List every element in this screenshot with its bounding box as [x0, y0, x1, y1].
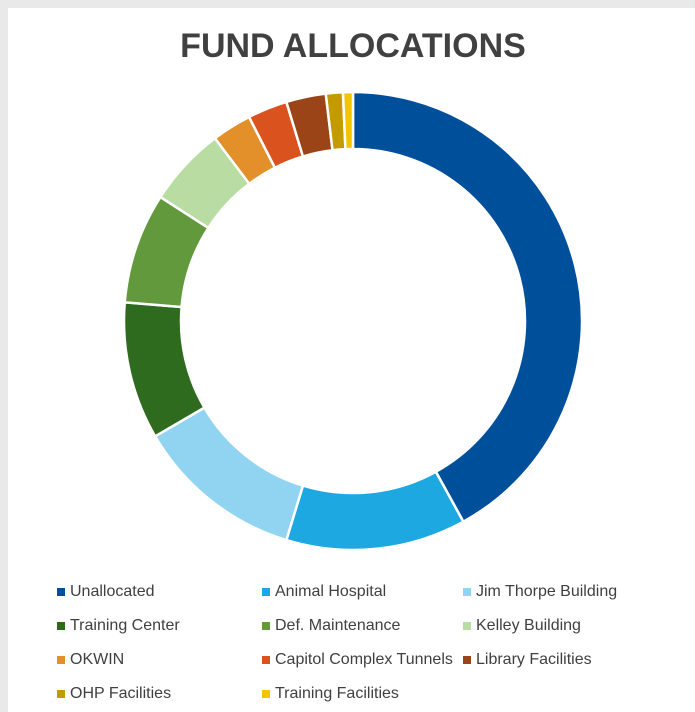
legend-label: Capitol Complex Tunnels	[275, 651, 453, 668]
legend-label: Def. Maintenance	[275, 617, 401, 634]
legend-swatch	[262, 622, 270, 630]
legend-label: Training Center	[70, 617, 180, 634]
legend-label: Jim Thorpe Building	[476, 583, 617, 600]
legend-label: Training Facilities	[275, 685, 399, 702]
legend-swatch	[57, 622, 65, 630]
legend-swatch	[463, 656, 471, 664]
legend-swatch	[262, 588, 270, 596]
legend-swatch	[262, 690, 270, 698]
legend-label: Animal Hospital	[275, 583, 386, 600]
legend-label: Library Facilities	[476, 651, 592, 668]
legend-swatch	[463, 622, 471, 630]
legend-label: OHP Facilities	[70, 685, 171, 702]
legend-swatch	[57, 690, 65, 698]
legend-swatch	[57, 656, 65, 664]
legend-label: Kelley Building	[476, 617, 581, 634]
legend-label: OKWIN	[70, 651, 124, 668]
legend-swatch	[262, 656, 270, 664]
legend-swatch	[57, 588, 65, 596]
donut-slice	[351, 90, 584, 524]
legend-label: Unallocated	[70, 583, 155, 600]
chart-title: FUND ALLOCATIONS	[180, 27, 526, 65]
donut-slice	[341, 90, 355, 151]
legend-swatch	[463, 588, 471, 596]
